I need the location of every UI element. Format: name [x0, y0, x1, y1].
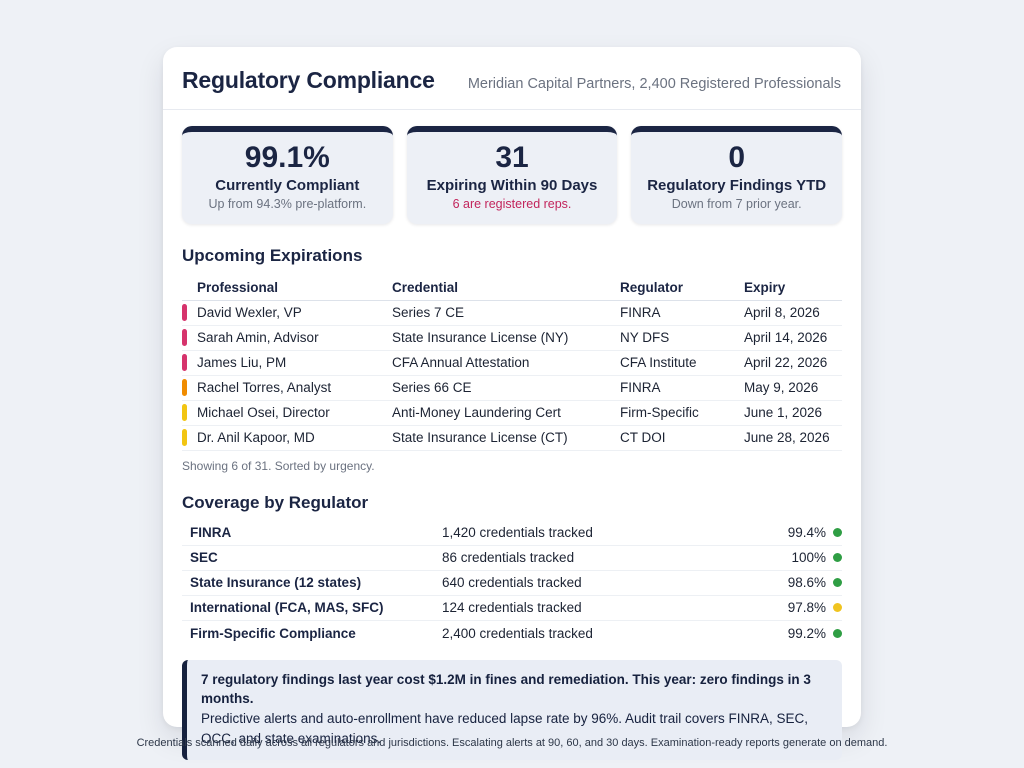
stat-value: 0	[728, 141, 746, 174]
column-header-regulator: Regulator	[620, 279, 684, 295]
coverage-tracked: 86 credentials tracked	[442, 550, 575, 565]
coverage-regulator: SEC	[190, 550, 218, 565]
cell-expiry: May 9, 2026	[744, 380, 819, 395]
cell-credential: State Insurance License (NY)	[392, 330, 569, 345]
upcoming-expirations-section: Upcoming Expirations Professional Creden…	[163, 246, 861, 473]
table-row: Dr. Anil Kapoor, MD State Insurance Lice…	[182, 426, 842, 451]
coverage-section: Coverage by Regulator FINRA 1,420 creden…	[163, 493, 861, 646]
status-dot-icon	[833, 553, 842, 562]
coverage-tracked: 640 credentials tracked	[442, 575, 582, 590]
cell-professional: Sarah Amin, Advisor	[197, 330, 319, 345]
coverage-pct: 100%	[791, 550, 826, 565]
list-item: International (FCA, MAS, SFC) 124 creden…	[182, 596, 842, 621]
urgency-marker	[182, 404, 187, 421]
table-row: James Liu, PM CFA Annual Attestation CFA…	[182, 351, 842, 376]
stat-label: Expiring Within 90 Days	[426, 176, 598, 194]
list-item: FINRA 1,420 credentials tracked 99.4%	[182, 521, 842, 546]
coverage-pct: 97.8%	[787, 600, 826, 615]
page-caption: Credentials scanned daily across all reg…	[136, 737, 888, 749]
urgency-marker	[182, 429, 187, 446]
section-title-coverage: Coverage by Regulator	[182, 492, 369, 512]
summary-note: 7 regulatory findings last year cost $1.…	[182, 659, 842, 761]
status-dot-icon	[833, 603, 842, 612]
cell-professional: David Wexler, VP	[197, 305, 302, 320]
coverage-regulator: International (FCA, MAS, SFC)	[190, 600, 384, 615]
column-header-credential: Credential	[392, 279, 459, 295]
table-row: Michael Osei, Director Anti-Money Launde…	[182, 401, 842, 426]
coverage-regulator: Firm-Specific Compliance	[190, 625, 356, 641]
page-title: Regulatory Compliance	[182, 67, 435, 93]
list-item: State Insurance (12 states) 640 credenti…	[182, 571, 842, 596]
section-title-expirations: Upcoming Expirations	[182, 245, 363, 265]
cell-regulator: CT DOI	[620, 430, 666, 445]
page-subtitle: Meridian Capital Partners, 2,400 Registe…	[467, 76, 841, 92]
coverage-tracked: 1,420 credentials tracked	[442, 525, 593, 540]
cell-expiry: April 14, 2026	[744, 330, 828, 345]
cell-credential: State Insurance License (CT)	[392, 430, 568, 445]
status-dot-icon	[833, 528, 842, 537]
stat-card-findings: 0 Regulatory Findings YTD Down from 7 pr…	[631, 126, 843, 224]
coverage-table: FINRA 1,420 credentials tracked 99.4% SE…	[182, 521, 842, 646]
table-row: David Wexler, VP Series 7 CE FINRA April…	[182, 301, 842, 326]
cell-regulator: FINRA	[620, 380, 661, 395]
stat-note: Up from 94.3% pre-platform.	[208, 196, 367, 211]
list-item: SEC 86 credentials tracked 100%	[182, 546, 842, 571]
stat-card-expiring: 31 Expiring Within 90 Days 6 are registe…	[406, 126, 618, 224]
column-header-professional: Professional	[197, 279, 279, 295]
urgency-marker	[182, 379, 187, 396]
cell-professional: Rachel Torres, Analyst	[197, 380, 332, 395]
summary-note-body: Predictive alerts and auto-enrollment ha…	[201, 711, 809, 747]
stat-label: Regulatory Findings YTD	[647, 176, 827, 194]
cell-regulator: CFA Institute	[620, 355, 697, 370]
expirations-table-header: Professional Credential Regulator Expiry	[182, 275, 842, 301]
stat-value: 31	[495, 141, 529, 174]
table-row: Rachel Torres, Analyst Series 66 CE FINR…	[182, 376, 842, 401]
urgency-marker	[182, 304, 187, 321]
status-dot-icon	[833, 628, 842, 638]
table-row: Sarah Amin, Advisor State Insurance Lice…	[182, 326, 842, 351]
cell-expiry: April 8, 2026	[744, 305, 820, 320]
urgency-marker	[182, 329, 187, 346]
cell-expiry: April 22, 2026	[744, 355, 828, 370]
list-item: Firm-Specific Compliance 2,400 credentia…	[182, 621, 842, 646]
expirations-footnote: Showing 6 of 31. Sorted by urgency.	[182, 458, 375, 473]
cell-professional: James Liu, PM	[197, 355, 287, 370]
cell-credential: CFA Annual Attestation	[392, 355, 530, 370]
cell-credential: Anti-Money Laundering Cert	[392, 405, 561, 420]
coverage-regulator: FINRA	[190, 525, 232, 540]
coverage-regulator: State Insurance (12 states)	[190, 575, 362, 590]
cell-expiry: June 28, 2026	[744, 430, 830, 445]
cell-credential: Series 66 CE	[392, 380, 472, 395]
coverage-pct: 99.4%	[787, 525, 826, 540]
coverage-tracked: 124 credentials tracked	[442, 600, 582, 615]
coverage-pct: 98.6%	[787, 575, 826, 590]
cell-professional: Dr. Anil Kapoor, MD	[197, 430, 315, 445]
expirations-table: Professional Credential Regulator Expiry…	[182, 275, 842, 451]
column-header-expiry: Expiry	[744, 279, 786, 295]
stat-label: Currently Compliant	[215, 176, 360, 194]
stat-note: Down from 7 prior year.	[671, 196, 802, 211]
cell-expiry: June 1, 2026	[744, 405, 823, 420]
summary-note-highlight: 7 regulatory findings last year cost $1.…	[201, 671, 811, 707]
compliance-dashboard-card: Regulatory Compliance Meridian Capital P…	[163, 47, 861, 761]
cell-professional: Michael Osei, Director	[197, 405, 330, 420]
coverage-tracked: 2,400 credentials tracked	[442, 625, 593, 641]
card-header: Regulatory Compliance Meridian Capital P…	[163, 47, 861, 110]
urgency-marker	[182, 354, 187, 371]
cell-regulator: NY DFS	[620, 330, 670, 345]
cell-credential: Series 7 CE	[392, 305, 465, 320]
stat-card-compliant: 99.1% Currently Compliant Up from 94.3% …	[182, 126, 393, 224]
cell-regulator: FINRA	[620, 305, 661, 320]
status-dot-icon	[833, 578, 842, 587]
coverage-pct: 99.2%	[787, 625, 826, 641]
cell-regulator: Firm-Specific	[620, 405, 699, 420]
stats-row: 99.1% Currently Compliant Up from 94.3% …	[163, 110, 861, 224]
stat-value: 99.1%	[244, 141, 330, 174]
stat-note: 6 are registered reps.	[452, 196, 572, 211]
